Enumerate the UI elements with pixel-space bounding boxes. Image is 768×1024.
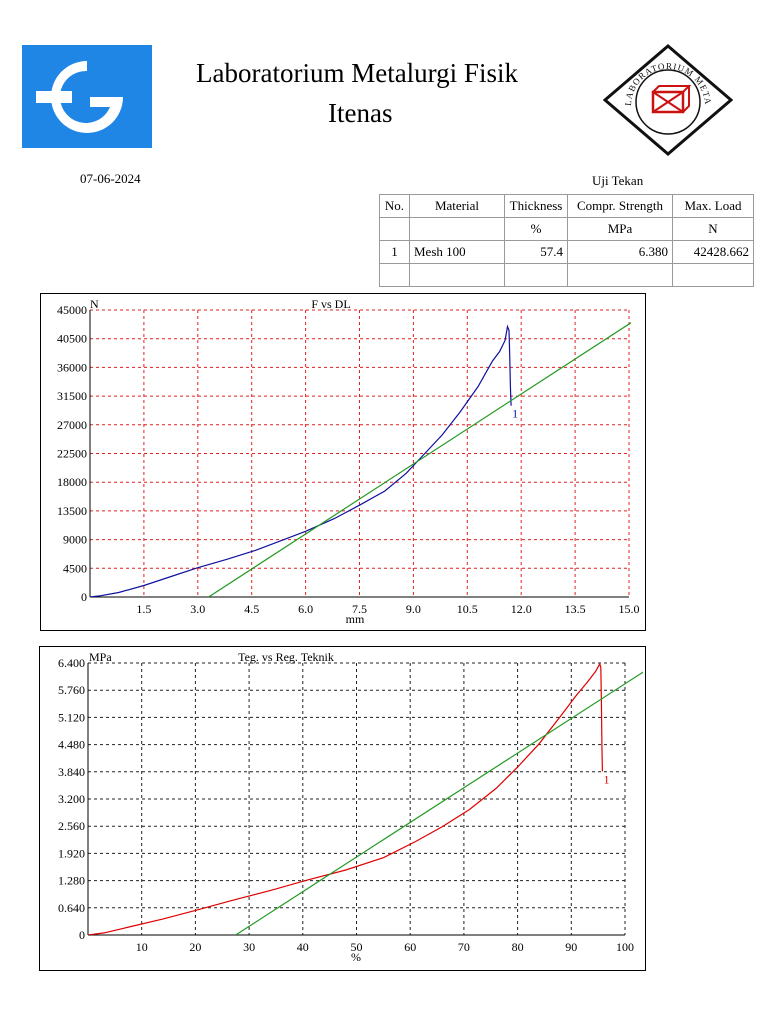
y-tick-label: 22500 — [57, 447, 87, 461]
x-tick-label: 3.0 — [190, 602, 205, 616]
x-axis-label: % — [351, 950, 361, 964]
x-tick-label: 100 — [616, 940, 634, 954]
y-tick-label: 45000 — [57, 303, 87, 317]
x-tick-label: 10.5 — [457, 602, 478, 616]
test-curve-line — [88, 662, 603, 935]
curve-annotation-label: 1 — [603, 772, 609, 786]
chart-stress-vs-strain-svg: 0 0.640 1.280 1.920 2.560 3.200 3.840 4.480 5.12… — [58, 650, 643, 964]
x-tick-label: 12.0 — [511, 602, 532, 616]
x-tick-label: 13.5 — [565, 602, 586, 616]
y-tick-label: 0.640 — [58, 901, 85, 915]
chart-force-vs-displacement-svg: 0 4500 9000 13500 18000 22500 27000 31500 36000 4… — [57, 297, 640, 626]
y-tick-label: 27000 — [57, 418, 87, 432]
chart-stress-vs-strain: 0 0.640 1.280 1.920 2.560 3.200 3.840 4.480 5.12… — [39, 646, 646, 971]
table-empty-row — [379, 263, 754, 287]
chart-title: Teg. vs Reg. Teknik — [238, 650, 334, 664]
table-row: 1 Mesh 100 57.4 6.380 42428.662 — [379, 240, 754, 264]
institution-title: Itenas — [328, 98, 393, 128]
y-tick-label: 40500 — [57, 332, 87, 346]
y-tick-label: 1.920 — [58, 846, 85, 860]
cell-no: 1 — [379, 240, 410, 264]
table-unit-row: % MPa N — [379, 217, 754, 241]
y-tick-label: 5.760 — [58, 683, 85, 697]
lab-title: Laboratorium Metalurgi Fisik — [196, 58, 518, 88]
y-tick-label: 1.280 — [58, 874, 85, 888]
y-tick-label: 4.480 — [58, 738, 85, 752]
x-tick-label: 7.5 — [352, 602, 367, 616]
x-axis-label: mm — [346, 612, 365, 626]
y-tick-label: 31500 — [57, 389, 87, 403]
unit-material — [409, 217, 505, 241]
x-tick-label: 30 — [243, 940, 255, 954]
header-material: Material — [409, 194, 505, 218]
linear-fit-line — [235, 671, 643, 935]
x-tick-label: 4.5 — [244, 602, 259, 616]
x-tick-label: 80 — [512, 940, 524, 954]
chart-title: F vs DL — [311, 297, 350, 311]
cell-max-load: 42428.662 — [672, 240, 754, 264]
x-tick-label: 20 — [189, 940, 201, 954]
x-tick-label: 50 — [351, 940, 363, 954]
table-header-row: No. Material Thickness Compr. Strength M… — [379, 194, 754, 218]
y-tick-label: 6.400 — [58, 656, 85, 670]
results-table: No. Material Thickness Compr. Strength M… — [379, 194, 754, 287]
test-curve-line — [90, 324, 512, 597]
x-tick-label: 9.0 — [406, 602, 421, 616]
y-tick-label: 13500 — [57, 504, 87, 518]
curve-annotation-label: 1 — [512, 407, 518, 421]
header-thickness: Thickness — [504, 194, 568, 218]
cell-material: Mesh 100 — [409, 240, 505, 264]
cell-compr-strength: 6.380 — [567, 240, 673, 264]
y-tick-label: 0 — [81, 590, 87, 604]
linear-fit-line — [208, 322, 631, 597]
header-compr-strength: Compr. Strength — [567, 194, 673, 218]
metalurgi-seal-logo: LABORATORIUM METALURGI FISIK — [603, 44, 733, 156]
y-tick-label: 3.840 — [58, 765, 85, 779]
itenas-logo — [22, 45, 152, 148]
y-axis-label: N — [90, 297, 99, 311]
chart-force-vs-displacement: 0 4500 9000 13500 18000 22500 27000 31500 36000 4… — [40, 293, 646, 631]
unit-max-load: N — [672, 217, 754, 241]
y-tick-label: 3.200 — [58, 792, 85, 806]
cell-thickness: 57.4 — [504, 240, 568, 264]
y-tick-label: 0 — [79, 928, 85, 942]
table-title: Uji Tekan — [592, 173, 644, 188]
y-tick-label: 18000 — [57, 475, 87, 489]
unit-compr-strength: MPa — [567, 217, 673, 241]
unit-thickness: % — [504, 217, 568, 241]
y-tick-label: 5.120 — [58, 710, 85, 724]
x-tick-label: 40 — [297, 940, 309, 954]
y-tick-label: 9000 — [63, 533, 87, 547]
header-max-load: Max. Load — [672, 194, 754, 218]
x-tick-label: 70 — [458, 940, 470, 954]
unit-no — [379, 217, 410, 241]
x-tick-label: 6.0 — [298, 602, 313, 616]
x-tick-label: 15.0 — [619, 602, 640, 616]
x-tick-label: 90 — [565, 940, 577, 954]
x-tick-label: 10 — [136, 940, 148, 954]
header-no: No. — [379, 194, 410, 218]
x-tick-label: 1.5 — [136, 602, 151, 616]
x-tick-label: 60 — [404, 940, 416, 954]
y-tick-label: 36000 — [57, 360, 87, 374]
y-axis-label: MPa — [89, 650, 112, 664]
report-date: 07-06-2024 — [80, 171, 141, 186]
y-tick-label: 4500 — [63, 561, 87, 575]
y-tick-label: 2.560 — [58, 819, 85, 833]
